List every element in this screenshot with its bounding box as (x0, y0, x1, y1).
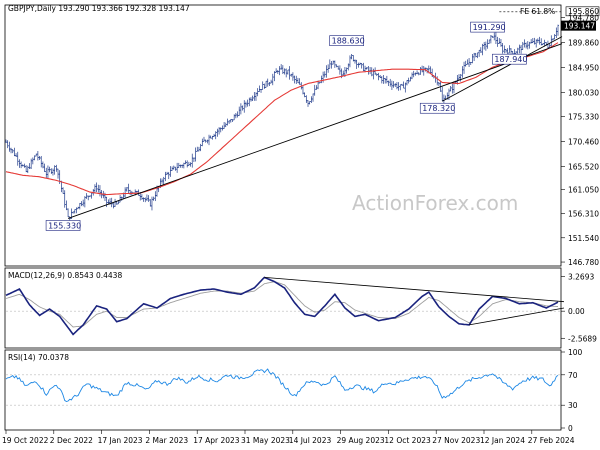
price-trendline (442, 36, 563, 102)
price-annotation-box (492, 53, 527, 65)
macd-lines (5, 276, 565, 336)
moving-average-line (5, 42, 559, 196)
x-tick-label: 14 Jul 2023 (289, 436, 332, 445)
price-annotations: 155.330 188.630 178.320 191.290 187.940 FE 61… (45, 6, 600, 231)
macd-trendline (469, 307, 565, 326)
price-trendline (67, 43, 563, 219)
fe-level-value: 195.860 (568, 7, 599, 16)
price-annotation-box (419, 102, 455, 114)
price-y-tick-label: 189.860 (568, 38, 599, 47)
macd-line (5, 276, 559, 336)
rsi-panel-frame (4, 349, 562, 431)
last-price-label: 193.147 (564, 22, 595, 31)
x-axis-ticks: 19 Oct 2022 2 Dec 2022 17 Jan 2023 2 Mar 20… (2, 430, 575, 445)
rsi-line (5, 368, 559, 402)
price-annotation-box (329, 35, 364, 46)
price-trendlines (67, 11, 563, 219)
macd-y-tick-label: 3.2693 (568, 273, 594, 282)
price-y-tick-label: 180.030 (568, 89, 599, 98)
price-annotation-box (45, 220, 81, 231)
x-tick-label: 12 Jan 2024 (480, 436, 525, 445)
price-panel-frame (4, 4, 562, 267)
price-y-tick-label: 194.780 (568, 13, 599, 22)
rsi-y-tick-label: 70 (568, 371, 578, 380)
x-tick-label: 17 Apr 2023 (193, 436, 240, 445)
macd-y-tick-label: -2.5689 (568, 334, 597, 343)
rsi-y-tick-label: 100 (568, 348, 583, 357)
macd-y-tick-label: 0.00 (568, 307, 585, 316)
x-tick-label: 2 Dec 2022 (50, 436, 93, 445)
x-tick-label: 31 May 2023 (241, 436, 290, 445)
price-y-tick-label: 151.540 (568, 234, 599, 243)
rsi-header: RSI(14) 70.0378 (8, 353, 69, 362)
watermark: ActionForex.com (352, 191, 518, 215)
x-tick-label: 17 Jan 2023 (98, 436, 143, 445)
price-annotation-box (470, 21, 505, 33)
price-header: GBPJPY,Daily 193.290 193.366 192.328 193… (8, 4, 190, 13)
fe-level-box (565, 6, 600, 17)
price-y-tick-label: 184.950 (568, 63, 599, 72)
last-price-box (561, 20, 596, 31)
price-y-tick-label: 146.780 (568, 258, 599, 267)
price-y-tick-label: 156.310 (568, 209, 599, 218)
price-moving-average (5, 42, 559, 196)
price-y-tick-label: 165.520 (568, 162, 599, 171)
rsi-y-ticks: 100 70 30 0 (561, 348, 583, 433)
price-annotation-label: 155.330 (48, 221, 81, 230)
macd-y-ticks: 3.2693 0.00 -2.5689 (561, 273, 597, 343)
price-y-ticks: 199.690194.780189.860184.950180.030175.3… (561, 13, 599, 267)
price-annotation-label: 187.940 (494, 55, 527, 64)
x-tick-label: 27 Nov 2023 (432, 436, 480, 445)
rsi-y-tick-label: 0 (568, 424, 573, 433)
x-tick-label: 2 Mar 2023 (145, 436, 188, 445)
macd-signal-line (5, 281, 559, 328)
price-y-tick-label: 170.460 (568, 137, 599, 146)
rsi-y-tick-label: 30 (568, 401, 578, 410)
price-annotation-label: 178.320 (422, 104, 455, 113)
price-annotation-label: 191.290 (473, 23, 506, 32)
price-y-tick-label: 175.330 (568, 112, 599, 121)
x-tick-label: 19 Oct 2022 (2, 436, 49, 445)
rsi-lines (5, 368, 560, 406)
price-candles (5, 24, 559, 221)
x-tick-label: 27 Feb 2024 (528, 436, 575, 445)
price-y-tick-label: 161.050 (568, 185, 599, 194)
macd-panel-frame (4, 267, 562, 349)
price-annotation-label: 188.630 (332, 37, 365, 46)
macd-header: MACD(12,26,9) 0.8543 0.4438 (8, 271, 122, 280)
macd-trendline (264, 276, 565, 303)
x-tick-label: 12 Oct 2023 (384, 436, 431, 445)
fe-level-label: FE 61.8% (520, 7, 555, 16)
x-tick-label: 29 Aug 2023 (337, 436, 385, 445)
